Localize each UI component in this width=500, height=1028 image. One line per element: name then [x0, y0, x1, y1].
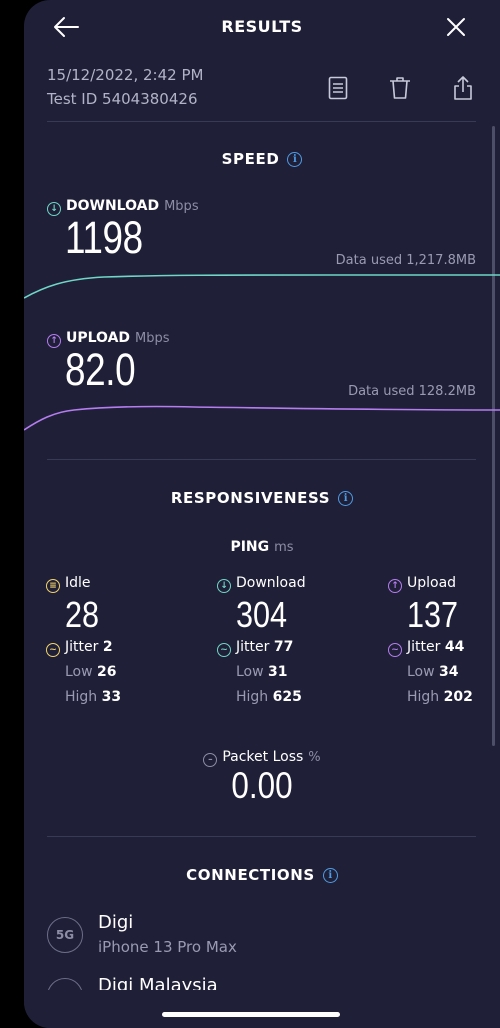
- jitter-icon: ~: [217, 643, 231, 657]
- connection-item: 5G: [47, 917, 83, 953]
- packet-loss-label: Packet Loss: [222, 749, 304, 765]
- back-arrow-icon[interactable]: [48, 9, 84, 45]
- download-label: DOWNLOAD: [66, 198, 160, 214]
- upload-low-label: Low: [407, 664, 435, 680]
- upload-high-value: 202: [443, 689, 473, 705]
- upload-graph: [24, 405, 500, 431]
- upload-unit: Mbps: [135, 331, 170, 346]
- download-ping-label: Download: [236, 575, 306, 591]
- idle-icon: ≡: [46, 579, 60, 593]
- download-ping-label-row: ↓ Download: [217, 575, 306, 593]
- packet-loss-value-wrap: 0.00: [24, 765, 500, 807]
- idle-column: ≡ Idle 28 ~ Jitter 2 Low 26 High 33: [46, 575, 121, 705]
- packet-loss-icon: –: [203, 753, 218, 767]
- download-jitter-value: 77: [273, 639, 294, 655]
- speed-section-header: SPEED i: [24, 149, 500, 168]
- test-datetime: 15/12/2022, 2:42 PM: [47, 66, 204, 84]
- idle-label-row: ≡ Idle: [46, 575, 91, 593]
- test-id: Test ID 5404380426: [47, 90, 198, 108]
- divider: [47, 836, 476, 837]
- idle-high-label: High: [65, 689, 98, 705]
- upload-ping-column: ↑ Upload 137 ~ Jitter 44 Low 34 High 202: [388, 575, 473, 705]
- trash-icon[interactable]: [382, 70, 418, 106]
- upload-ping-label: Upload: [407, 575, 457, 591]
- responsiveness-section-header: RESPONSIVENESS i: [24, 488, 500, 507]
- upload-arrow-icon: ↑: [47, 334, 61, 348]
- download-value: 1198: [65, 212, 143, 263]
- connection-provider: Digi: [98, 912, 134, 933]
- upload-label-row: ↑ UPLOAD Mbps: [47, 327, 170, 348]
- idle-label: Idle: [65, 575, 91, 591]
- download-low-row: Low 31: [236, 664, 288, 680]
- upload-high-label: High: [407, 689, 440, 705]
- download-arrow-icon: ↓: [47, 202, 61, 216]
- idle-low-label: Low: [65, 664, 93, 680]
- idle-jitter-label: Jitter: [65, 639, 99, 655]
- home-indicator[interactable]: [162, 1012, 340, 1017]
- idle-low-row: Low 26: [65, 664, 117, 680]
- download-high-row: High 625: [236, 689, 302, 705]
- download-graph: [24, 274, 500, 299]
- divider: [47, 121, 476, 122]
- download-jitter-label: Jitter: [236, 639, 270, 655]
- download-low-value: 31: [268, 664, 288, 680]
- download-label-row: ↓ DOWNLOAD Mbps: [47, 195, 199, 216]
- info-icon[interactable]: i: [287, 152, 303, 167]
- upload-jitter-row: ~ Jitter 44: [388, 639, 464, 657]
- upload-low-value: 34: [439, 664, 459, 680]
- idle-jitter-row: ~ Jitter 2: [46, 639, 113, 657]
- speed-title: SPEED: [221, 150, 280, 168]
- download-high-label: High: [236, 689, 269, 705]
- ping-unit: ms: [274, 540, 294, 555]
- jitter-icon: ~: [46, 643, 60, 657]
- upload-data-used: Data used 128.2MB: [348, 384, 476, 399]
- upload-ping-value: 137: [407, 594, 459, 635]
- 5g-icon: 5G: [47, 917, 83, 953]
- upload-jitter-value: 44: [444, 639, 465, 655]
- download-jitter-row: ~ Jitter 77: [217, 639, 293, 657]
- ping-header: PING ms: [24, 536, 500, 555]
- idle-value: 28: [65, 594, 100, 635]
- jitter-icon: ~: [388, 643, 402, 657]
- download-low-label: Low: [236, 664, 264, 680]
- download-unit: Mbps: [164, 199, 199, 214]
- info-icon[interactable]: i: [338, 491, 354, 506]
- packet-loss-row: – Packet Loss%: [24, 746, 500, 767]
- results-panel: RESULTS 15/12/2022, 2:42 PM Test ID 5404…: [24, 0, 500, 1028]
- bottom-bar: [24, 990, 500, 1028]
- info-icon[interactable]: i: [322, 868, 338, 883]
- upload-jitter-label: Jitter: [407, 639, 441, 655]
- download-high-value: 625: [272, 689, 302, 705]
- upload-value: 82.0: [65, 344, 136, 395]
- upload-high-row: High 202: [407, 689, 473, 705]
- download-arrow-icon: ↓: [217, 579, 231, 593]
- share-icon[interactable]: [445, 70, 481, 106]
- connection-device: iPhone 13 Pro Max: [98, 938, 237, 956]
- divider: [47, 459, 476, 460]
- close-icon[interactable]: [438, 9, 474, 45]
- idle-jitter-value: 2: [102, 639, 113, 655]
- notes-icon[interactable]: [320, 70, 356, 106]
- connections-section-header: CONNECTIONS i: [24, 865, 500, 884]
- upload-arrow-icon: ↑: [388, 579, 402, 593]
- connections-title: CONNECTIONS: [186, 866, 315, 884]
- packet-loss-unit: %: [308, 750, 321, 765]
- download-data-used: Data used 1,217.8MB: [335, 253, 476, 268]
- upload-low-row: Low 34: [407, 664, 459, 680]
- upload-label: UPLOAD: [66, 330, 131, 346]
- idle-high-row: High 33: [65, 689, 121, 705]
- ping-label: PING: [230, 539, 270, 555]
- idle-high-value: 33: [101, 689, 122, 705]
- packet-loss-value: 0.00: [231, 765, 293, 806]
- scrollbar[interactable]: [492, 126, 495, 746]
- download-ping-column: ↓ Download 304 ~ Jitter 77 Low 31 High 625: [217, 575, 306, 705]
- upload-ping-label-row: ↑ Upload: [388, 575, 456, 593]
- page-title: RESULTS: [221, 17, 303, 36]
- responsiveness-title: RESPONSIVENESS: [170, 489, 331, 507]
- idle-low-value: 26: [97, 664, 117, 680]
- download-ping-value: 304: [236, 594, 288, 635]
